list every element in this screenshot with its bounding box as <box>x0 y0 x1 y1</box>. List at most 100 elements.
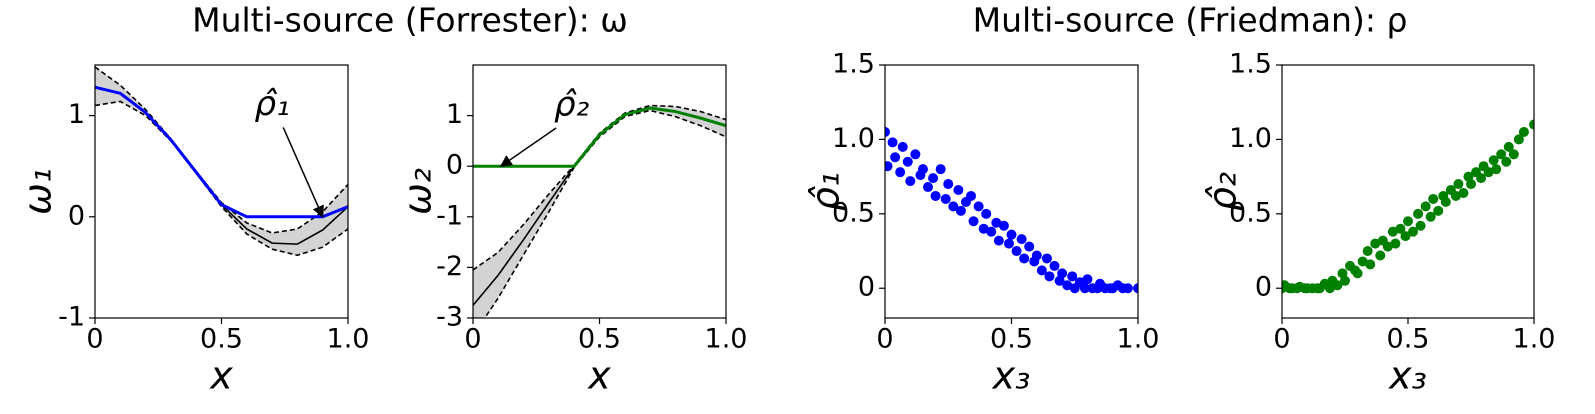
point <box>1332 280 1343 291</box>
y-axis-label: ρ̂₁ <box>804 172 848 211</box>
point <box>981 208 992 219</box>
plot-area <box>473 104 726 318</box>
point <box>930 190 941 201</box>
point <box>991 217 1002 228</box>
confidence-band <box>95 67 348 256</box>
confidence-band <box>473 105 726 318</box>
line <box>473 106 726 168</box>
x-tick-label: 0 <box>1273 324 1290 355</box>
point <box>1340 275 1350 286</box>
line <box>95 66 348 234</box>
point <box>1133 283 1138 294</box>
point <box>1508 149 1519 160</box>
point <box>1062 280 1073 291</box>
point <box>998 220 1009 231</box>
point <box>890 152 901 163</box>
point <box>1365 259 1376 270</box>
y-tick-label: 0 <box>858 272 875 303</box>
x-tick-label: 0.5 <box>990 324 1033 355</box>
point <box>1428 193 1439 204</box>
point <box>1019 253 1030 264</box>
x-tick-label: 0 <box>86 324 103 355</box>
point <box>1370 238 1381 249</box>
y-tick-label: 0 <box>68 200 85 231</box>
y-tick-label: 0.5 <box>832 197 875 228</box>
x-axis-label: x <box>209 354 233 398</box>
point <box>885 126 890 137</box>
point <box>935 164 946 175</box>
y-tick-label: 0.5 <box>1229 197 1272 228</box>
point <box>1395 223 1406 234</box>
point <box>1466 179 1476 190</box>
point <box>1044 271 1055 282</box>
point <box>905 176 916 187</box>
point <box>1458 187 1469 198</box>
plot-area <box>885 126 1138 294</box>
point <box>1415 220 1426 231</box>
annotation: ρ̂₂ <box>554 84 590 124</box>
point <box>1079 283 1090 294</box>
x-tick-label: 1.0 <box>1117 324 1160 355</box>
point <box>948 201 959 212</box>
point <box>917 164 928 175</box>
point <box>1433 205 1444 216</box>
point <box>1036 265 1047 276</box>
axes-frame <box>94 64 349 319</box>
point <box>973 201 984 212</box>
y-tick-label: -1 <box>58 302 85 333</box>
y-tick-label: 1.5 <box>1229 49 1272 80</box>
line <box>95 100 348 257</box>
point <box>1057 268 1068 279</box>
point <box>1496 149 1507 160</box>
point <box>955 205 966 216</box>
point <box>1382 241 1393 252</box>
point <box>1529 119 1534 130</box>
point <box>993 235 1004 246</box>
x-tick-label: 0.5 <box>200 324 243 355</box>
point <box>887 137 898 148</box>
point <box>1408 226 1419 237</box>
point <box>1513 134 1524 145</box>
annotation: ρ̂₁ <box>254 84 289 124</box>
y-tick-label: 1 <box>446 99 463 130</box>
point <box>1003 238 1014 249</box>
point <box>978 223 989 234</box>
x-tick-label: 0 <box>464 324 481 355</box>
y-tick-label: 1.5 <box>832 49 875 80</box>
point <box>1357 256 1368 267</box>
annotation-arrow <box>282 127 324 218</box>
point <box>953 185 964 196</box>
y-tick-label: 1.0 <box>1229 123 1272 154</box>
y-axis-label: ρ̂₂ <box>1201 172 1245 211</box>
x-tick-label: 1.0 <box>705 324 748 355</box>
y-tick-label: -1 <box>436 200 463 231</box>
y-tick-label: -2 <box>436 251 463 282</box>
axes-frame <box>472 64 727 319</box>
point <box>1387 226 1398 237</box>
point <box>1403 216 1413 227</box>
x-tick-label: 0 <box>876 324 893 355</box>
point <box>1067 271 1078 282</box>
point <box>1501 156 1512 167</box>
y-axis-label: ω₁ <box>16 168 60 215</box>
point <box>923 182 934 193</box>
point <box>940 193 951 204</box>
point <box>928 173 939 184</box>
x-tick-label: 0.5 <box>578 324 621 355</box>
axes-frame <box>884 64 1139 319</box>
point <box>1488 155 1499 166</box>
chart-title: Multi-source (Forrester): ω <box>192 1 628 40</box>
point <box>1122 283 1133 294</box>
point <box>1483 167 1494 178</box>
point <box>902 156 913 167</box>
y-tick-label: 1.0 <box>832 123 875 154</box>
point <box>1503 141 1514 152</box>
y-tick-label: -3 <box>436 302 463 333</box>
y-tick-label: 0 <box>1255 272 1272 303</box>
point <box>1011 246 1022 257</box>
point <box>1041 253 1052 264</box>
point <box>1082 274 1093 285</box>
point <box>1362 246 1373 257</box>
point <box>1491 164 1502 175</box>
